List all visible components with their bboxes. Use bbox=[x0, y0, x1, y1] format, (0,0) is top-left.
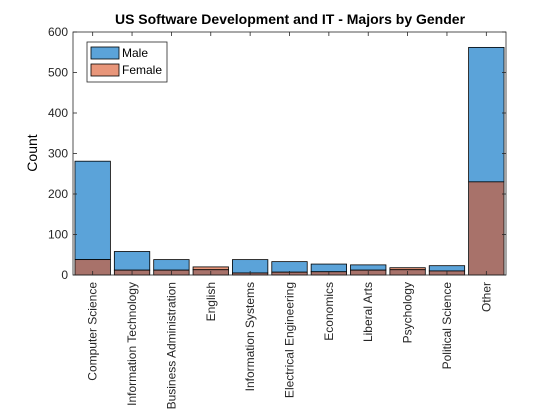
bar-male-computer-science bbox=[74, 160, 111, 261]
x-tick-label-liberal-arts: Liberal Arts bbox=[361, 282, 375, 342]
axes: Computer Science Information Technology Bu… bbox=[48, 25, 507, 409]
x-tick-label-information-systems: Information Systems bbox=[243, 282, 257, 391]
bar-male-economics bbox=[310, 263, 347, 273]
bar-male-information-technology bbox=[113, 251, 151, 271]
y-tick-label-200: 200 bbox=[48, 187, 68, 201]
bar-male-other bbox=[468, 46, 505, 183]
x-tick-label-psychology: Psychology bbox=[401, 282, 415, 343]
legend: Male Female bbox=[86, 41, 168, 83]
x-tick-label-economics: Economics bbox=[322, 282, 336, 341]
legend-swatch-male bbox=[90, 46, 120, 60]
y-tick-label-300: 300 bbox=[48, 147, 68, 161]
x-tick-label-political-science: Political Science bbox=[440, 282, 454, 370]
bar-overlap-other bbox=[468, 181, 505, 276]
y-tick-label-400: 400 bbox=[48, 106, 68, 120]
x-tick-label-information-technology: Information Technology bbox=[125, 282, 139, 406]
bar-male-business-administration bbox=[153, 259, 190, 271]
plot-frame bbox=[72, 31, 507, 276]
y-tick-label-600: 600 bbox=[48, 25, 68, 39]
bar-male-information-systems bbox=[232, 259, 269, 274]
y-tick-label-500: 500 bbox=[48, 66, 68, 80]
x-tick-label-business-administration: Business Administration bbox=[164, 282, 178, 409]
x-tick-label-other: Other bbox=[479, 282, 493, 312]
legend-swatch-female bbox=[90, 63, 120, 77]
bar-male-political-science bbox=[428, 265, 466, 272]
bar-male-liberal-arts bbox=[350, 264, 387, 271]
legend-label-female: Female bbox=[122, 63, 162, 77]
y-tick-label-0: 0 bbox=[61, 268, 68, 282]
x-tick-label-english: English bbox=[204, 282, 218, 321]
x-tick-label-computer-science: Computer Science bbox=[86, 282, 100, 381]
x-tick-label-electrical-engineering: Electrical Engineering bbox=[283, 282, 297, 398]
y-axis-label: Count bbox=[24, 134, 40, 171]
bar-female-english bbox=[192, 266, 229, 271]
legend-label-male: Male bbox=[122, 46, 148, 60]
chart-title: US Software Development and IT - Majors … bbox=[115, 11, 466, 27]
bar-male-electrical-engineering bbox=[271, 261, 308, 273]
y-tick-label-100: 100 bbox=[48, 228, 68, 242]
